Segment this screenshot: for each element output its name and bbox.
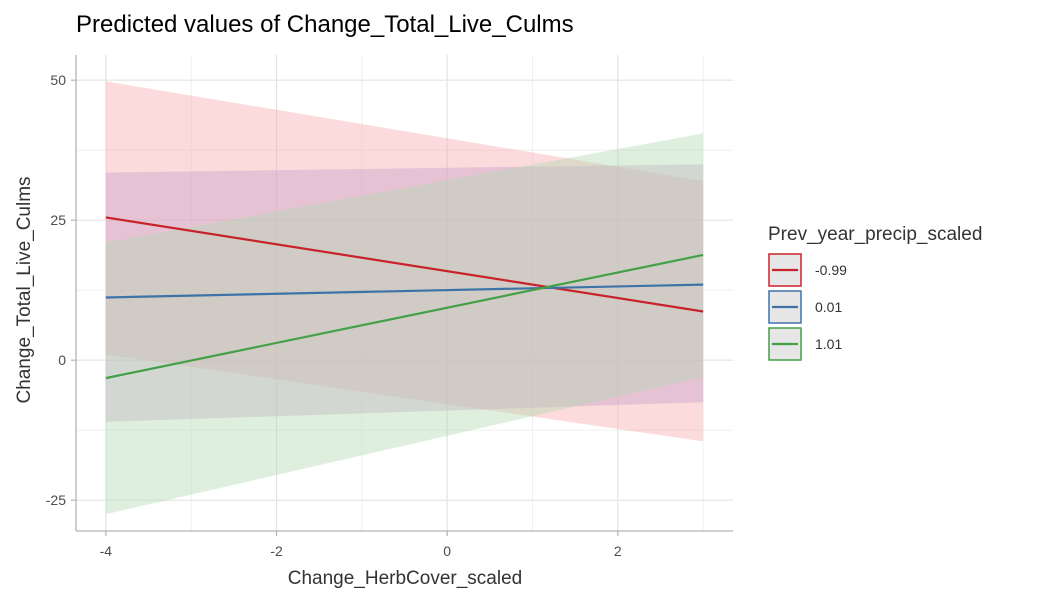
- y-axis-ticks: -25 0 25 50: [46, 72, 76, 508]
- y-tick-label: 25: [50, 212, 66, 228]
- x-tick-label: 2: [614, 543, 622, 559]
- legend-label-2: 0.01: [815, 299, 842, 315]
- legend: Prev_year_precip_scaled -0.99 0.01 1.01: [768, 224, 982, 361]
- x-tick-label: -4: [100, 543, 113, 559]
- y-axis-label: Change_Total_Live_Culms: [14, 176, 35, 403]
- series-line-2: [105, 283, 704, 299]
- y-tick-label: -25: [46, 492, 66, 508]
- ci-ribbon-series-1: [105, 81, 704, 442]
- gridlines: [76, 55, 733, 531]
- y-tick-label: 0: [58, 352, 66, 368]
- ci-ribbon-series-2: [105, 164, 704, 422]
- legend-label-1: -0.99: [815, 262, 847, 278]
- y-tick-label: 50: [50, 72, 66, 88]
- confidence-ribbons: [105, 81, 704, 515]
- ci-ribbon-series-3: [105, 133, 704, 515]
- x-tick-label: 0: [443, 543, 451, 559]
- x-axis-label: Change_HerbCover_scaled: [288, 568, 522, 589]
- legend-title: Prev_year_precip_scaled: [768, 224, 982, 245]
- axes: [75, 55, 733, 532]
- chart-title: Predicted values of Change_Total_Live_Cu…: [76, 11, 574, 38]
- series-line-1: [105, 216, 704, 313]
- x-tick-label: -2: [270, 543, 283, 559]
- series-line-3: [105, 253, 704, 380]
- legend-label-3: 1.01: [815, 336, 842, 352]
- series-lines: [105, 216, 704, 380]
- x-axis-ticks: -4 -2 0 2: [100, 531, 622, 559]
